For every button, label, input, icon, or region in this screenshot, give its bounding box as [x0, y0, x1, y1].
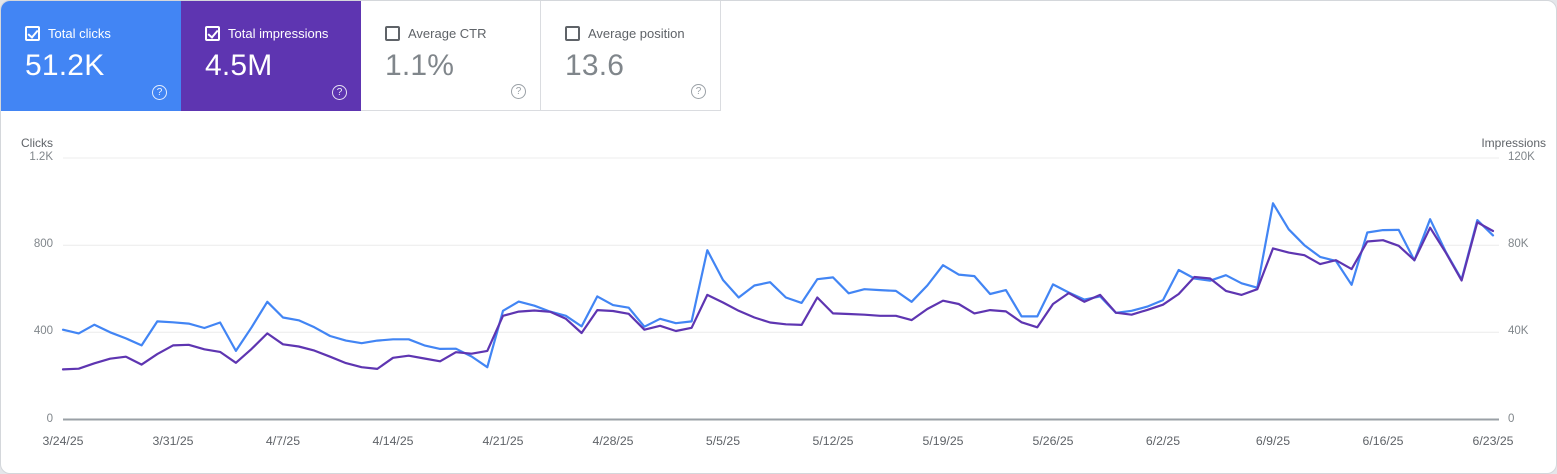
metric-label: Total impressions	[228, 26, 329, 41]
y-left-tick: 800	[33, 238, 53, 251]
right-axis-title: Impressions	[1481, 136, 1546, 150]
x-axis-tick: 6/16/25	[1362, 434, 1404, 448]
metric-value: 13.6	[565, 49, 625, 82]
help-icon[interactable]: ?	[691, 84, 706, 99]
x-axis-tick: 5/26/25	[1032, 434, 1074, 448]
average-position-checkbox[interactable]	[565, 26, 580, 41]
x-axis-tick: 4/21/25	[482, 434, 524, 448]
metric-label: Average position	[588, 26, 685, 41]
x-axis-tick: 4/7/25	[265, 434, 301, 448]
x-axis-tick: 5/5/25	[705, 434, 741, 448]
metric-card-total-impressions[interactable]: Total impressions 4.5M ?	[181, 1, 361, 111]
x-axis-tick: 5/12/25	[812, 434, 854, 448]
average-ctr-checkbox[interactable]	[385, 26, 400, 41]
metric-value: 1.1%	[385, 49, 455, 82]
y-left-tick: 400	[33, 325, 53, 338]
y-right-tick: 40K	[1508, 325, 1529, 338]
x-axis-tick: 5/19/25	[922, 434, 964, 448]
y-left-tick: 1.2K	[29, 151, 53, 163]
total-clicks-checkbox[interactable]	[25, 26, 40, 41]
series-total-clicks[interactable]	[61, 202, 1495, 369]
x-axis-tick: 6/23/25	[1472, 434, 1514, 448]
x-axis-tick: 4/14/25	[372, 434, 414, 448]
metric-cards-row: Total clicks 51.2K ? Total impressions 4…	[1, 1, 721, 111]
y-left-tick: 0	[46, 412, 53, 425]
x-axis-tick: 4/28/25	[592, 434, 634, 448]
metric-card-average-ctr[interactable]: Average CTR 1.1% ?	[361, 1, 541, 111]
series-total-impressions[interactable]	[61, 221, 1495, 371]
metric-label: Average CTR	[408, 26, 487, 41]
metric-value: 51.2K	[25, 49, 105, 82]
metric-card-total-clicks[interactable]: Total clicks 51.2K ?	[1, 1, 181, 111]
y-right-tick: 80K	[1508, 238, 1529, 251]
metric-value: 4.5M	[205, 49, 273, 82]
help-icon[interactable]: ?	[332, 85, 347, 100]
metric-card-average-position[interactable]: Average position 13.6 ?	[541, 1, 721, 111]
total-impressions-checkbox[interactable]	[205, 26, 220, 41]
y-right-tick: 0	[1508, 412, 1515, 425]
help-icon[interactable]: ?	[511, 84, 526, 99]
x-axis-tick: 6/9/25	[1255, 434, 1291, 448]
x-axis-tick: 3/24/25	[42, 434, 84, 448]
y-right-tick: 120K	[1508, 151, 1535, 163]
metric-label: Total clicks	[48, 26, 111, 41]
help-icon[interactable]: ?	[152, 85, 167, 100]
x-axis-tick: 3/31/25	[152, 434, 194, 448]
left-axis-title: Clicks	[21, 136, 53, 150]
x-axis-tick: 6/2/25	[1145, 434, 1181, 448]
